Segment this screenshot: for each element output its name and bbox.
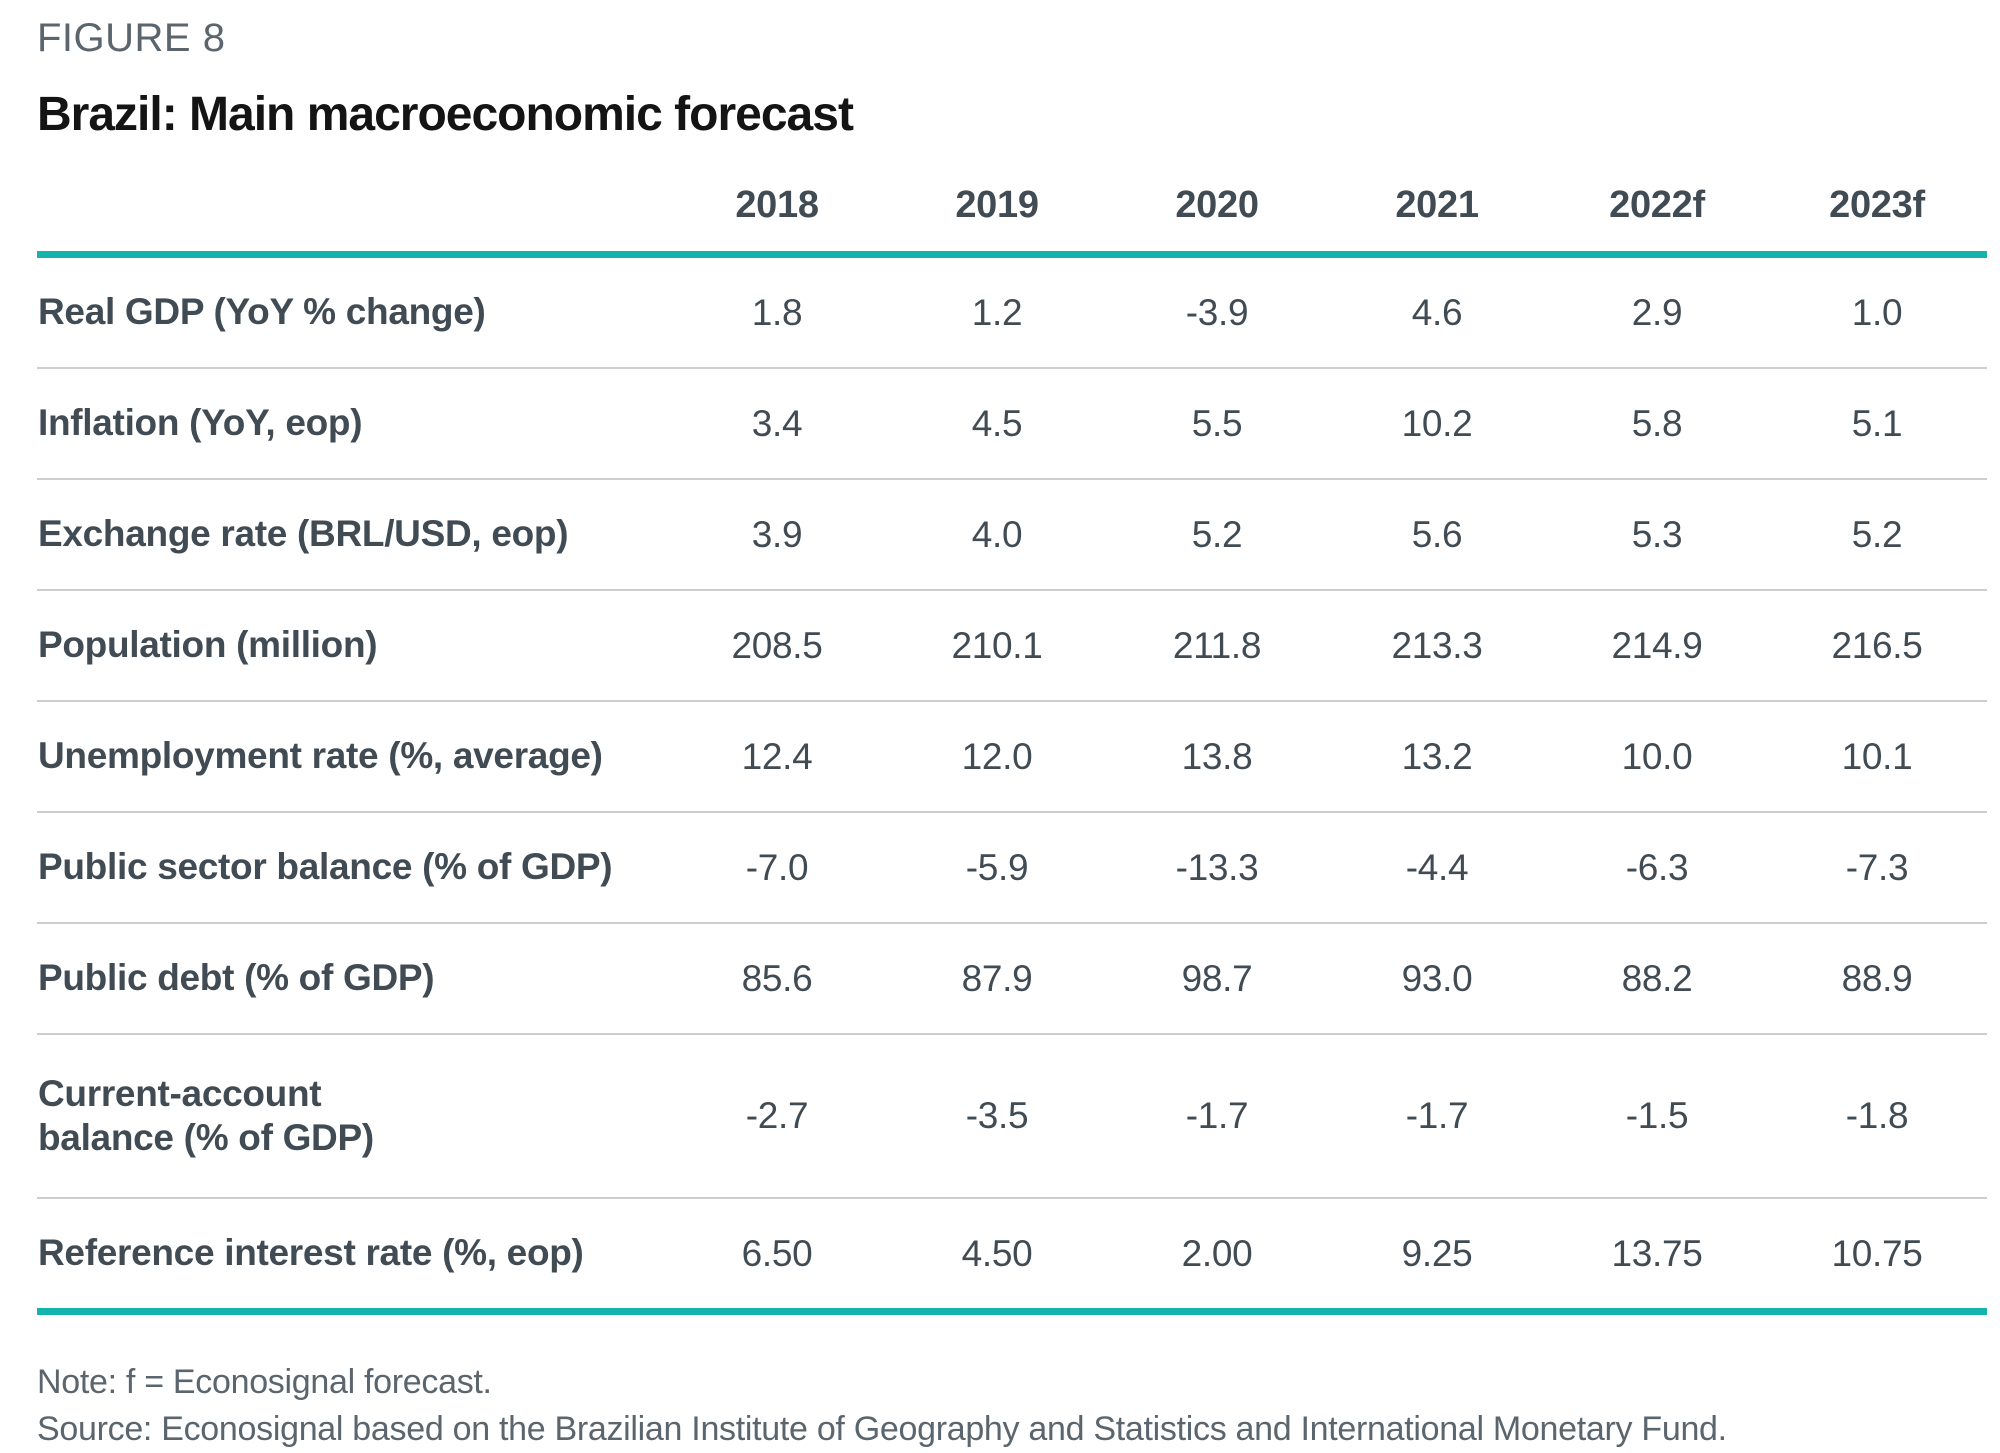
row-label-line-2: balance (% of GDP) xyxy=(38,1117,374,1158)
cell: 1.2 xyxy=(971,291,1023,333)
cell: 10.0 xyxy=(1547,700,1767,812)
cell: 3.9 xyxy=(667,478,887,590)
note-line: Note: f = Econosignal forecast. xyxy=(37,1363,492,1401)
forecast-table: 2018 2019 2020 2021 2022f 2023f Real GDP… xyxy=(37,174,1987,1315)
cell: 5.1 xyxy=(1767,367,1987,479)
cell: -1.8 xyxy=(1767,1033,1987,1198)
cell: 4.50 xyxy=(887,1197,1107,1315)
cell: 13.75 xyxy=(1547,1197,1767,1315)
cell: 12.0 xyxy=(887,700,1107,812)
cell: 4.0 xyxy=(887,478,1107,590)
cell: 216.5 xyxy=(1767,589,1987,701)
table-row-inflation: Inflation (YoY, eop) 3.4 4.5 5.5 10.2 5.… xyxy=(37,367,1987,479)
table-row-reference-rate: Reference interest rate (%, eop) 6.50 4.… xyxy=(37,1197,1987,1315)
cell: -1.5 xyxy=(1547,1033,1767,1198)
column-header-2021: 2021 xyxy=(1327,174,1547,258)
page-title: Brazil: Main macroeconomic forecast xyxy=(37,88,854,141)
cell: 214.9 xyxy=(1547,589,1767,701)
cell: -1.7 xyxy=(1327,1033,1547,1198)
cell: -13.3 xyxy=(1107,811,1327,923)
table-row-unemployment: Unemployment rate (%, average) 12.4 12.0… xyxy=(37,700,1987,812)
footnotes: Note: f = Econosignal forecast. Source: … xyxy=(37,1359,2000,1453)
cell: 4.6 xyxy=(1411,291,1463,333)
cell: 5.2 xyxy=(1767,478,1987,590)
cell: -7.3 xyxy=(1767,811,1987,923)
cell: 88.2 xyxy=(1547,922,1767,1034)
figure-label: FIGURE 8 xyxy=(37,16,226,60)
cell: 12.4 xyxy=(667,700,887,812)
cell: 1.0 xyxy=(1851,291,1903,333)
cell: 3.4 xyxy=(667,367,887,479)
cell: -7.0 xyxy=(667,811,887,923)
cell: 9.25 xyxy=(1327,1197,1547,1315)
cell: 10.1 xyxy=(1767,700,1987,812)
table-row-current-account: Current-account balance (% of GDP) -2.7 … xyxy=(37,1033,1987,1198)
cell: 211.8 xyxy=(1107,589,1327,701)
row-label: Exchange rate (BRL/USD, eop) xyxy=(37,478,667,590)
cell: 5.8 xyxy=(1547,367,1767,479)
row-label: Population (million) xyxy=(37,589,667,701)
table-row-public-sector-balance: Public sector balance (% of GDP) -7.0 -5… xyxy=(37,811,1987,923)
cell: 13.2 xyxy=(1327,700,1547,812)
row-label-line-1: Current-account xyxy=(38,1072,322,1114)
cell: 5.5 xyxy=(1107,367,1327,479)
cell: 10.75 xyxy=(1767,1197,1987,1315)
source-line: Source: Econosignal based on the Brazili… xyxy=(37,1409,1727,1448)
cell: -2.7 xyxy=(667,1033,887,1198)
row-label: Public debt (% of GDP) xyxy=(37,922,667,1034)
table-row-real-gdp: Real GDP (YoY % change) 1.8 1.2 -3.9 4.6… xyxy=(37,255,1987,369)
cell: 5.6 xyxy=(1327,478,1547,590)
row-label: Public sector balance (% of GDP) xyxy=(37,811,667,923)
cell: 210.1 xyxy=(887,589,1107,701)
cell: -3.5 xyxy=(887,1033,1107,1198)
cell: 5.3 xyxy=(1547,478,1767,590)
cell: 98.7 xyxy=(1107,922,1327,1034)
cell: 4.5 xyxy=(887,367,1107,479)
header-spacer xyxy=(37,174,667,258)
cell: -1.7 xyxy=(1107,1033,1327,1198)
row-label: Current-account balance (% of GDP) xyxy=(37,1033,667,1198)
row-label: Inflation (YoY, eop) xyxy=(37,367,667,479)
cell: 2.9 xyxy=(1631,291,1683,333)
column-header-2020: 2020 xyxy=(1107,174,1327,258)
cell: 6.50 xyxy=(667,1197,887,1315)
cell: 85.6 xyxy=(667,922,887,1034)
cell: -5.9 xyxy=(887,811,1107,923)
cell: -4.4 xyxy=(1327,811,1547,923)
column-header-2023f: 2023f xyxy=(1767,174,1987,258)
cell: 88.9 xyxy=(1767,922,1987,1034)
cell: 5.2 xyxy=(1107,478,1327,590)
column-header-2018: 2018 xyxy=(667,174,887,258)
cell: 13.8 xyxy=(1107,700,1327,812)
cell: -3.9 xyxy=(1185,291,1249,333)
column-header-2019: 2019 xyxy=(887,174,1107,258)
header-row: 2018 2019 2020 2021 2022f 2023f xyxy=(37,174,1987,258)
table-row-exchange-rate: Exchange rate (BRL/USD, eop) 3.9 4.0 5.2… xyxy=(37,478,1987,590)
table-row-population: Population (million) 208.5 210.1 211.8 2… xyxy=(37,589,1987,701)
row-label: Real GDP (YoY % change) xyxy=(38,291,486,333)
cell: 2.00 xyxy=(1107,1197,1327,1315)
cell: 10.2 xyxy=(1327,367,1547,479)
cell: -6.3 xyxy=(1547,811,1767,923)
cell: 93.0 xyxy=(1327,922,1547,1034)
row-label: Unemployment rate (%, average) xyxy=(37,700,667,812)
cell: 213.3 xyxy=(1327,589,1547,701)
cell: 87.9 xyxy=(887,922,1107,1034)
column-header-2022f: 2022f xyxy=(1547,174,1767,258)
cell: 208.5 xyxy=(667,589,887,701)
row-label: Reference interest rate (%, eop) xyxy=(37,1197,667,1315)
table-row-public-debt: Public debt (% of GDP) 85.6 87.9 98.7 93… xyxy=(37,922,1987,1034)
cell: 1.8 xyxy=(751,291,803,333)
